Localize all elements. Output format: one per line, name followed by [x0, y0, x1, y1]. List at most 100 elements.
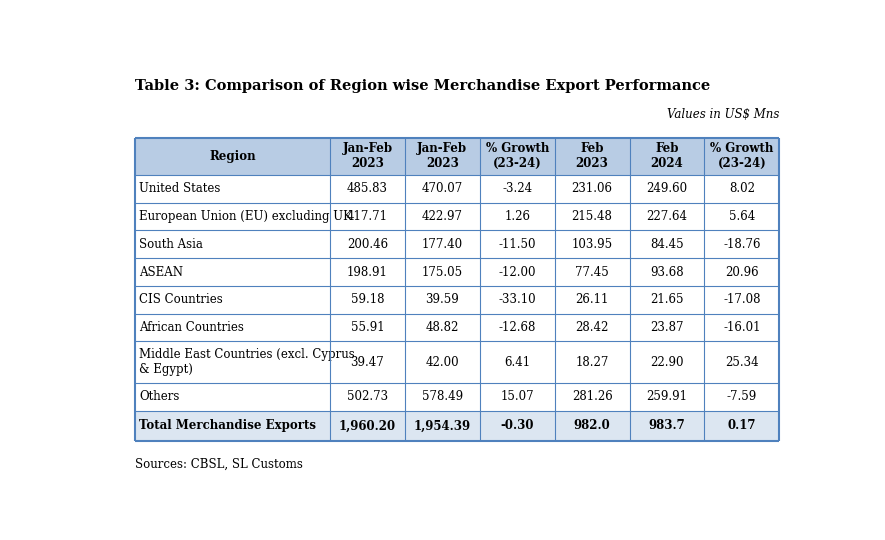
Bar: [405, 231, 480, 258]
Bar: [629, 138, 704, 175]
Bar: [555, 231, 629, 258]
Text: 200.46: 200.46: [347, 238, 388, 251]
Bar: [629, 175, 704, 202]
Bar: [704, 258, 780, 286]
Text: 982.0: 982.0: [573, 420, 611, 433]
Text: Jan-Feb
2023: Jan-Feb 2023: [342, 142, 393, 170]
Text: 198.91: 198.91: [347, 266, 388, 279]
Bar: [135, 138, 330, 175]
Text: 84.45: 84.45: [650, 238, 684, 251]
Bar: [704, 383, 780, 410]
Text: Values in US$ Mns: Values in US$ Mns: [667, 109, 780, 122]
Bar: [135, 314, 330, 341]
Text: -11.50: -11.50: [498, 238, 536, 251]
Text: 259.91: 259.91: [647, 390, 688, 403]
Bar: [330, 383, 405, 410]
Bar: [480, 383, 555, 410]
Bar: [135, 231, 330, 258]
Bar: [405, 286, 480, 314]
Text: -33.10: -33.10: [498, 293, 536, 306]
Text: 0.17: 0.17: [727, 420, 756, 433]
Bar: [480, 314, 555, 341]
Text: Middle East Countries (excl. Cyprus
& Egypt): Middle East Countries (excl. Cyprus & Eg…: [140, 348, 355, 376]
Text: 215.48: 215.48: [572, 210, 612, 223]
Text: Region: Region: [209, 150, 256, 163]
Text: European Union (EU) excluding UK: European Union (EU) excluding UK: [140, 210, 352, 223]
Text: 422.97: 422.97: [422, 210, 463, 223]
Bar: [555, 202, 629, 231]
Bar: [480, 410, 555, 441]
Bar: [480, 138, 555, 175]
Text: 227.64: 227.64: [647, 210, 688, 223]
Bar: [405, 314, 480, 341]
Text: Feb
2023: Feb 2023: [575, 142, 609, 170]
Bar: [480, 286, 555, 314]
Bar: [555, 258, 629, 286]
Bar: [480, 231, 555, 258]
Text: -3.24: -3.24: [502, 183, 532, 195]
Text: -12.68: -12.68: [498, 321, 536, 334]
Text: % Growth
(23-24): % Growth (23-24): [711, 142, 773, 170]
Bar: [480, 258, 555, 286]
Text: 502.73: 502.73: [347, 390, 388, 403]
Bar: [555, 175, 629, 202]
Text: 93.68: 93.68: [650, 266, 684, 279]
Text: 18.27: 18.27: [575, 356, 609, 369]
Text: 470.07: 470.07: [422, 183, 463, 195]
Text: Total Merchandise Exports: Total Merchandise Exports: [140, 420, 317, 433]
Bar: [135, 383, 330, 410]
Bar: [330, 314, 405, 341]
Text: 485.83: 485.83: [347, 183, 388, 195]
Text: 21.65: 21.65: [650, 293, 684, 306]
Text: 77.45: 77.45: [575, 266, 609, 279]
Text: CIS Countries: CIS Countries: [140, 293, 223, 306]
Bar: [330, 175, 405, 202]
Text: 5.64: 5.64: [728, 210, 755, 223]
Bar: [330, 202, 405, 231]
Text: 578.49: 578.49: [422, 390, 463, 403]
Bar: [405, 202, 480, 231]
Text: 1,960.20: 1,960.20: [339, 420, 396, 433]
Bar: [555, 286, 629, 314]
Text: 15.07: 15.07: [500, 390, 534, 403]
Bar: [480, 175, 555, 202]
Text: 28.42: 28.42: [575, 321, 609, 334]
Text: ASEAN: ASEAN: [140, 266, 183, 279]
Bar: [704, 410, 780, 441]
Bar: [629, 202, 704, 231]
Text: Sources: CBSL, SL Customs: Sources: CBSL, SL Customs: [135, 458, 303, 471]
Bar: [629, 383, 704, 410]
Bar: [704, 231, 780, 258]
Text: 20.96: 20.96: [725, 266, 758, 279]
Text: 249.60: 249.60: [646, 183, 688, 195]
Bar: [629, 258, 704, 286]
Bar: [330, 258, 405, 286]
Bar: [330, 231, 405, 258]
Text: Others: Others: [140, 390, 180, 403]
Bar: [555, 138, 629, 175]
Text: 175.05: 175.05: [422, 266, 463, 279]
Text: -12.00: -12.00: [498, 266, 536, 279]
Bar: [135, 175, 330, 202]
Bar: [405, 410, 480, 441]
Bar: [330, 138, 405, 175]
Bar: [135, 410, 330, 441]
Bar: [704, 314, 780, 341]
Text: % Growth
(23-24): % Growth (23-24): [486, 142, 549, 170]
Bar: [704, 138, 780, 175]
Text: 417.71: 417.71: [347, 210, 388, 223]
Text: 59.18: 59.18: [350, 293, 384, 306]
Bar: [555, 410, 629, 441]
Text: 177.40: 177.40: [422, 238, 463, 251]
Bar: [704, 175, 780, 202]
Bar: [555, 314, 629, 341]
Bar: [405, 138, 480, 175]
Text: 48.82: 48.82: [426, 321, 459, 334]
Text: Jan-Feb
2023: Jan-Feb 2023: [417, 142, 467, 170]
Text: 103.95: 103.95: [572, 238, 612, 251]
Text: 22.90: 22.90: [650, 356, 684, 369]
Bar: [405, 258, 480, 286]
Text: 39.59: 39.59: [426, 293, 459, 306]
Text: -7.59: -7.59: [727, 390, 757, 403]
Text: 8.02: 8.02: [729, 183, 755, 195]
